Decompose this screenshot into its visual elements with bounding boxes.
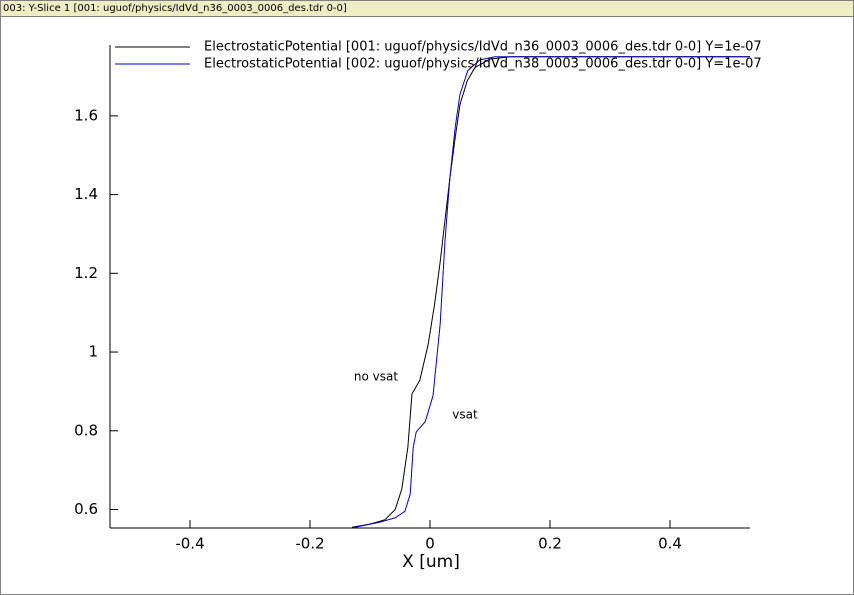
title-bar: 003: Y-Slice 1 [001: uguof/physics/IdVd_…	[1, 1, 853, 17]
chart: X [um] -0.4 -0.2 0 0.2 0.4 0.6 0.8 1 1.2 1.4 1.6 El…	[74, 40, 762, 573]
y-tick-label: 1	[88, 343, 98, 361]
y-tick-label: 1.6	[74, 106, 98, 124]
x-tick-label: 0.2	[538, 535, 562, 553]
y-tick-label: 1.2	[74, 264, 98, 282]
x-tick-label: -0.4	[175, 535, 204, 553]
series-line	[354, 56, 750, 528]
series-line	[351, 56, 750, 528]
y-tick-label: 1.4	[74, 185, 98, 203]
x-axis-label: X [um]	[402, 552, 460, 572]
legend-label: ElectrostaticPotential [001: uguof/physi…	[204, 40, 762, 55]
x-tick-label: -0.2	[295, 535, 324, 553]
x-tick-label: 0.4	[658, 535, 682, 553]
legend-label: ElectrostaticPotential [002: uguof/physi…	[204, 57, 762, 72]
y-tick-label: 0.8	[74, 421, 98, 439]
y-tick-label: 0.6	[74, 500, 98, 518]
x-tick-label: 0	[425, 535, 435, 553]
annotation: vsat	[452, 408, 478, 422]
annotation: no vsat	[354, 370, 398, 384]
